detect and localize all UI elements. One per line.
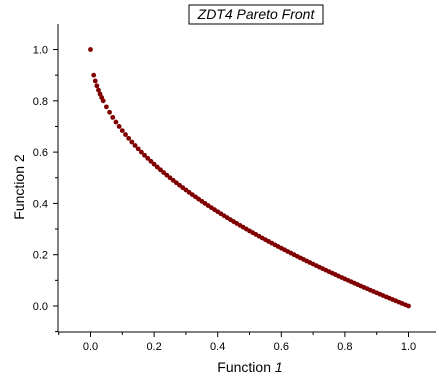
data-point xyxy=(164,172,170,178)
data-point xyxy=(161,170,167,175)
data-point xyxy=(116,124,122,129)
data-point xyxy=(158,167,163,173)
data-point xyxy=(142,152,147,158)
chart-title: ZDT4 Pareto Front xyxy=(197,6,316,22)
data-point xyxy=(104,104,109,110)
data-point xyxy=(129,139,135,145)
x-axis-label-prefix: Function xyxy=(217,359,275,375)
data-point xyxy=(110,114,116,120)
y-tick-label: 1.0 xyxy=(33,45,48,57)
y-axis-label: Function 2 xyxy=(11,154,27,220)
y-tick-label: 0.8 xyxy=(33,96,48,108)
y-axis-ticks: 0.0 0.2 0.4 0.6 0.8 1.0 xyxy=(33,45,58,333)
data-point xyxy=(138,149,144,155)
y-tick-label: 0.0 xyxy=(33,301,48,313)
x-tick-label: 0.2 xyxy=(146,341,161,353)
data-point xyxy=(92,78,98,84)
data-point xyxy=(151,161,157,167)
y-tick-label: 0.6 xyxy=(33,147,48,159)
data-point xyxy=(88,47,93,52)
x-tick-label: 0.8 xyxy=(337,341,352,353)
data-point xyxy=(91,72,97,78)
x-tick-label: 0.4 xyxy=(210,341,225,353)
y-tick-label: 0.4 xyxy=(33,198,48,210)
x-axis-ticks: 0.0 0.2 0.4 0.6 0.8 1.0 xyxy=(58,332,416,353)
x-tick-label: 0.0 xyxy=(83,341,98,353)
data-point xyxy=(119,128,125,134)
data-point xyxy=(126,135,132,141)
data-point xyxy=(96,87,101,93)
data-point xyxy=(100,98,106,104)
data-point xyxy=(148,158,154,164)
data-point xyxy=(123,132,128,137)
x-axis-label: Function 1 xyxy=(217,359,282,375)
data-points xyxy=(88,47,411,309)
x-axis-label-italic: 1 xyxy=(275,359,283,375)
data-point xyxy=(135,146,141,152)
data-point xyxy=(406,303,411,309)
data-point xyxy=(145,155,151,161)
data-point xyxy=(113,119,119,125)
data-point xyxy=(132,143,138,148)
chart-title-box xyxy=(188,4,324,25)
x-tick-label: 0.6 xyxy=(274,341,289,353)
data-point xyxy=(94,83,100,89)
data-point xyxy=(107,109,112,115)
x-tick-label: 1.0 xyxy=(401,341,416,353)
data-point xyxy=(154,164,160,170)
y-tick-label: 0.2 xyxy=(33,250,48,262)
